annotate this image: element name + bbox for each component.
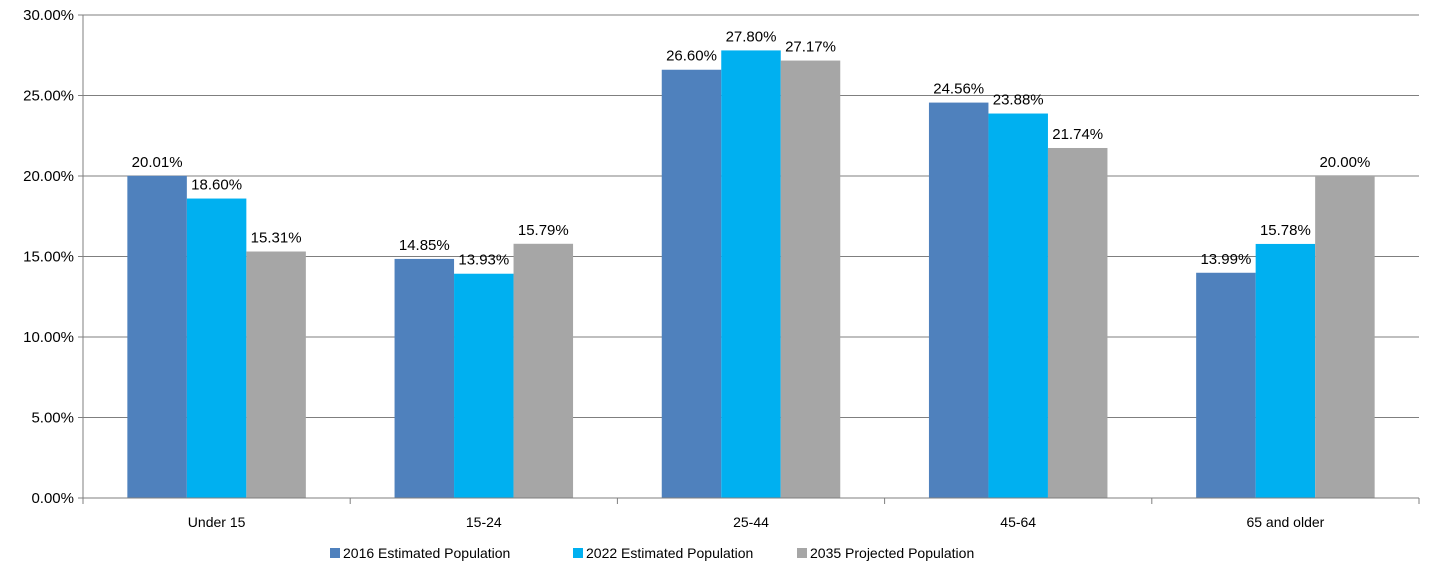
y-tick-label: 20.00% <box>23 168 74 185</box>
x-tick-label: Under 15 <box>188 514 246 530</box>
data-label: 23.88% <box>993 92 1044 109</box>
bar <box>127 175 187 499</box>
legend-swatch <box>573 548 583 558</box>
data-label: 13.99% <box>1200 251 1251 268</box>
data-label: 14.85% <box>399 237 450 254</box>
legend-label: 2016 Estimated Population <box>343 545 510 561</box>
bar <box>1315 176 1375 498</box>
data-label: 15.78% <box>1260 222 1311 239</box>
axes: 0.00% 5.00% 10.00% 15.00% 20.00% 25.00% 30.00%… <box>23 7 1420 530</box>
data-label: 20.01% <box>132 154 183 171</box>
y-tick-label: 0.00% <box>31 490 74 507</box>
legend: 2016 Estimated Population 2022 Estimated … <box>330 545 974 561</box>
bar <box>780 60 841 499</box>
y-tick-label: 25.00% <box>23 88 74 105</box>
legend-label: 2035 Projected Population <box>810 545 974 561</box>
legend-swatch <box>330 548 340 558</box>
legend-label: 2022 Estimated Population <box>586 545 753 561</box>
bar <box>394 258 455 498</box>
data-label: 13.93% <box>458 252 509 269</box>
bar <box>928 102 989 499</box>
bar <box>1255 243 1316 498</box>
data-label: 15.79% <box>518 222 569 239</box>
bars <box>127 50 1375 499</box>
bar <box>246 251 306 498</box>
y-tick-label: 15.00% <box>23 249 74 266</box>
data-label: 21.74% <box>1052 126 1103 143</box>
bar <box>186 198 247 499</box>
x-tick-label: 65 and older <box>1246 514 1324 530</box>
bar <box>988 113 1048 499</box>
data-label: 24.56% <box>933 81 984 98</box>
bar <box>721 50 781 499</box>
x-tick-label: 45-64 <box>1000 514 1036 530</box>
y-tick-label: 5.00% <box>31 410 74 427</box>
data-label: 27.80% <box>726 28 777 45</box>
data-label: 18.60% <box>191 177 242 194</box>
bar <box>661 69 722 499</box>
data-label: 27.17% <box>785 39 836 56</box>
x-tick-label: 25-44 <box>733 514 769 530</box>
data-labels: 20.01% 18.60% 15.31% 14.85% 13.93% 15.79% 26.6… <box>132 28 1371 268</box>
data-label: 20.00% <box>1319 154 1370 171</box>
data-label: 26.60% <box>666 48 717 65</box>
bar <box>1196 272 1256 498</box>
y-tick-label: 10.00% <box>23 329 74 346</box>
y-tick-label: 30.00% <box>23 7 74 24</box>
bar <box>1047 147 1108 498</box>
data-label: 15.31% <box>251 230 302 247</box>
bar <box>513 243 574 498</box>
legend-swatch <box>797 548 807 558</box>
bar <box>454 273 514 498</box>
x-tick-label: 15-24 <box>466 514 502 530</box>
